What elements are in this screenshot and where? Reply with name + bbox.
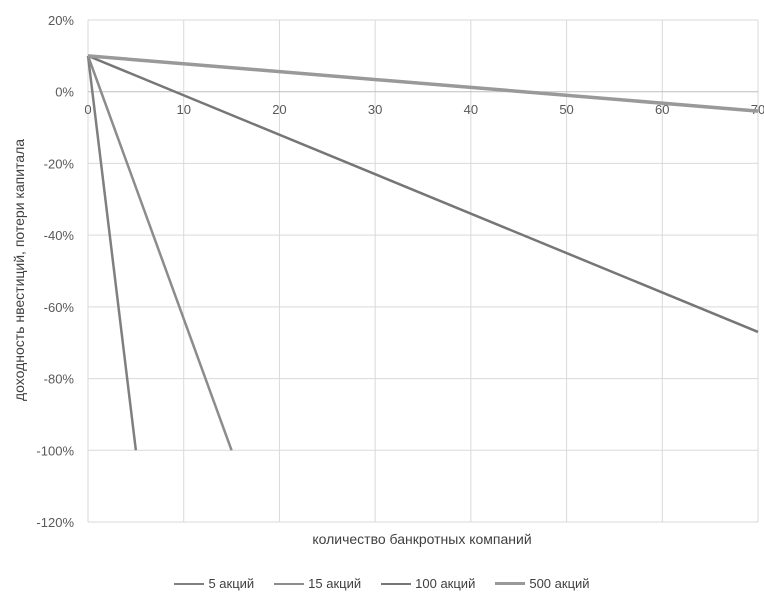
series-line [87, 54, 759, 334]
y-tick-label: 20% [48, 13, 74, 28]
legend-swatch [174, 582, 205, 585]
legend-label: 15 акций [308, 576, 362, 591]
legend-swatch [274, 582, 305, 585]
legend-label: 100 акций [415, 576, 476, 591]
horizontal-gridlines [88, 19, 758, 523]
y-tick-label: -20% [44, 156, 75, 171]
y-tick-label: -100% [36, 443, 74, 458]
x-tick-label: 40 [464, 102, 478, 117]
x-axis-title: количество банкротных компаний [312, 531, 531, 547]
x-tick-labels: 0 10 20 30 40 50 60 70 [84, 102, 764, 117]
y-tick-label: -40% [44, 228, 75, 243]
x-tick-label: 10 [176, 102, 190, 117]
legend-swatch [495, 582, 526, 585]
y-tick-labels: 20% 0% -20% -40% -60% -80% -100% -120% [36, 13, 74, 530]
y-tick-label: 0% [55, 85, 74, 100]
series-lines [86, 54, 759, 451]
chart: 20% 0% -20% -40% -60% -80% -100% -120% 0 10 20 30 4… [11, 13, 764, 547]
y-tick-label: -80% [44, 372, 75, 387]
legend-swatch [381, 582, 412, 585]
x-tick-label: 60 [655, 102, 669, 117]
series-line [87, 54, 759, 113]
legend: 5 акций 15 акций 100 акций 500 акций [0, 576, 764, 591]
x-tick-label: 30 [368, 102, 382, 117]
legend-label: 500 акций [529, 576, 590, 591]
x-tick-label: 0 [84, 102, 91, 117]
y-tick-label: -120% [36, 515, 74, 530]
y-axis-title: доходность нвестиций, потери капитала [11, 139, 27, 401]
x-tick-label: 20 [272, 102, 286, 117]
legend-item: 500 акций [495, 576, 590, 591]
legend-item: 15 акций [274, 576, 361, 591]
legend-item: 100 акций [381, 576, 475, 591]
vertical-gridlines [87, 20, 759, 522]
series-line [86, 55, 138, 451]
series-line [86, 55, 233, 451]
legend-item: 5 акций [174, 576, 254, 591]
y-tick-label: -60% [44, 300, 75, 315]
x-tick-label: 50 [559, 102, 573, 117]
legend-label: 5 акций [208, 576, 255, 591]
